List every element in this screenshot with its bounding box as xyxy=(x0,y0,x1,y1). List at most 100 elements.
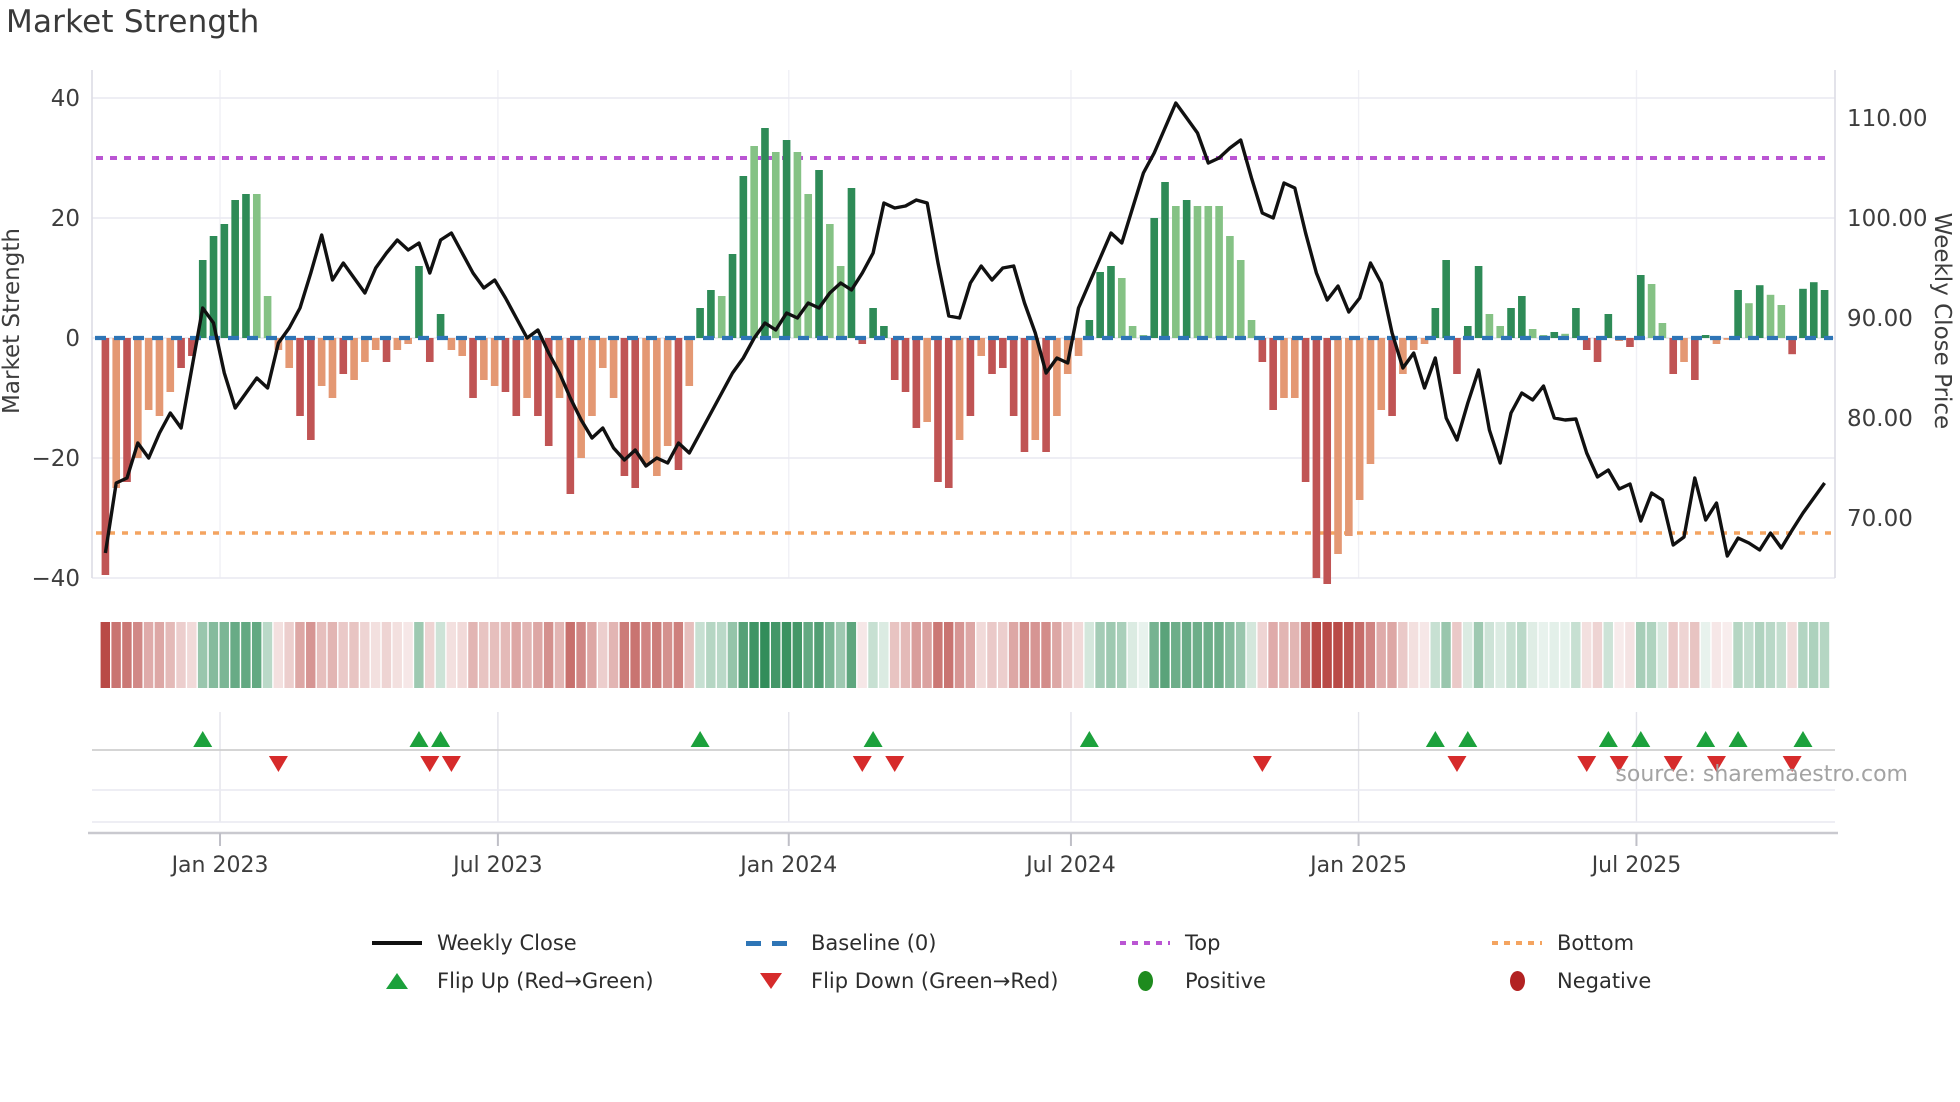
heatmap-cell xyxy=(641,622,651,688)
heatmap-cell xyxy=(1171,622,1181,688)
heatmap-cell xyxy=(1679,622,1689,688)
strength-bar xyxy=(912,338,921,428)
heatmap-cell xyxy=(100,622,111,688)
heatmap-cell xyxy=(554,622,565,688)
strength-bar xyxy=(339,338,348,374)
flip-up-triangle-icon xyxy=(370,973,424,989)
heatmap-cell xyxy=(749,622,759,688)
heatmap-cell xyxy=(943,622,954,688)
weekly-close-line-icon xyxy=(370,941,424,945)
strength-bar xyxy=(577,338,585,458)
strength-bar xyxy=(144,338,153,410)
heatmap-cell xyxy=(1127,622,1138,688)
heatmap-cell xyxy=(965,622,976,688)
strength-bar xyxy=(1161,182,1169,338)
right-axis-title: Weekly Close Price xyxy=(1929,212,1955,430)
flip-up-marker xyxy=(431,731,451,747)
strength-bar xyxy=(1582,338,1591,350)
heatmap-cell xyxy=(879,622,889,688)
flip-down-marker xyxy=(268,756,288,772)
strength-bar xyxy=(1777,305,1786,338)
strength-bar xyxy=(1355,338,1364,500)
strength-bar xyxy=(944,338,953,488)
heatmap-cell xyxy=(998,622,1008,688)
heatmap-cell xyxy=(792,622,803,688)
heatmap-cell xyxy=(1052,622,1062,688)
weekly-close-line xyxy=(103,101,1826,558)
strength-bar xyxy=(382,338,391,362)
heatmap-cell xyxy=(230,622,240,688)
x-tick-label: Jul 2023 xyxy=(451,853,543,878)
strength-bar xyxy=(1053,338,1061,416)
strength-bar xyxy=(534,338,542,416)
strength-bar xyxy=(1712,338,1721,344)
heatmap-cell xyxy=(511,622,521,688)
x-tick-label: Jan 2025 xyxy=(1308,853,1407,878)
heatmap-cell xyxy=(1214,622,1224,688)
strength-bar xyxy=(1766,294,1775,338)
heatmap-cell xyxy=(587,622,597,688)
strength-bar xyxy=(1301,338,1310,482)
heatmap-cell xyxy=(143,622,154,688)
strength-bar xyxy=(1518,296,1526,338)
strength-bar xyxy=(728,254,737,338)
heatmap-cell xyxy=(1787,622,1797,688)
strength-bar xyxy=(296,338,304,416)
legend-item-top: Top xyxy=(1118,928,1220,958)
strength-bar xyxy=(674,338,683,470)
strength-bar xyxy=(1636,275,1645,338)
strength-bar xyxy=(847,188,856,338)
strength-bar xyxy=(1399,338,1407,374)
strength-bar xyxy=(1150,218,1159,338)
legend-row-2: Flip Up (Red→Green) Flip Down (Green→Red… xyxy=(0,966,1960,996)
heatmap-cell xyxy=(1603,622,1613,688)
heatmap-cell xyxy=(846,622,857,688)
strength-bar xyxy=(663,338,672,446)
heatmap-cell xyxy=(1268,622,1278,688)
heatmap-cell xyxy=(1344,622,1354,688)
heatmap-cell xyxy=(1365,622,1376,688)
strength-bar xyxy=(166,338,175,392)
heatmap-cell xyxy=(814,622,824,688)
strength-bar xyxy=(1290,338,1299,398)
heatmap-cell xyxy=(1560,622,1570,688)
strength-bar xyxy=(1647,284,1656,338)
strength-bar xyxy=(512,338,521,416)
flip-down-marker xyxy=(1609,756,1629,772)
strength-bar xyxy=(1128,326,1137,338)
heatmap-cell xyxy=(1754,622,1765,688)
right-tick-label: 110.00 xyxy=(1847,106,1927,132)
heatmap-cell xyxy=(1333,622,1343,688)
strength-bar xyxy=(1042,338,1050,452)
flip-up-marker xyxy=(409,731,429,747)
strength-bar xyxy=(707,290,715,338)
strength-bar xyxy=(901,338,910,392)
strength-bar xyxy=(523,338,531,398)
baseline-dash-icon xyxy=(744,940,798,946)
heatmap-cell xyxy=(1160,622,1170,688)
heatmap-cell xyxy=(1571,622,1581,688)
strength-bar xyxy=(1755,285,1764,338)
flip-up-marker xyxy=(1425,731,1445,747)
strength-bar xyxy=(609,338,618,398)
heatmap-cell xyxy=(1635,622,1646,688)
heatmap-cell xyxy=(770,622,781,688)
heatmap-cell xyxy=(1452,622,1462,688)
heatmap-cell xyxy=(1819,622,1830,688)
heatmap-cell xyxy=(197,622,208,688)
heatmap-cell xyxy=(349,622,359,688)
strength-bar xyxy=(555,338,564,398)
heatmap-cell xyxy=(1733,622,1743,688)
heatmap-cell xyxy=(727,622,738,688)
heatmap-cell xyxy=(976,622,986,688)
bottom-dotted-icon xyxy=(1490,941,1544,945)
strength-bar xyxy=(209,236,218,338)
heatmap-cell xyxy=(1776,622,1786,688)
heatmap-cell xyxy=(630,622,640,688)
heatmap-cell xyxy=(1495,622,1505,688)
strength-bar xyxy=(815,170,823,338)
strength-bar xyxy=(220,224,229,338)
left-tick-label: −40 xyxy=(31,566,80,592)
heatmap-cell xyxy=(468,622,478,688)
